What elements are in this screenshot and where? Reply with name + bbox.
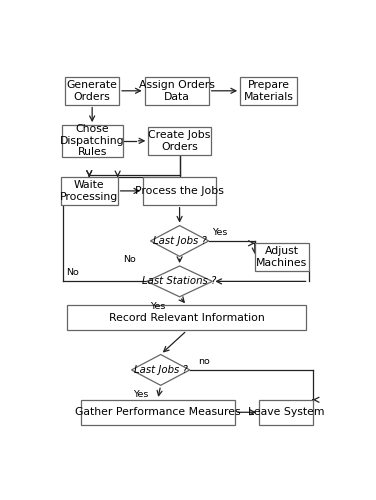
FancyBboxPatch shape [145, 77, 209, 104]
FancyBboxPatch shape [255, 244, 309, 271]
Polygon shape [147, 266, 212, 297]
Text: No: No [123, 255, 135, 264]
FancyBboxPatch shape [62, 125, 123, 156]
Text: Yes: Yes [150, 302, 166, 311]
Text: Record Relevant Information: Record Relevant Information [109, 313, 265, 323]
Text: Gather Performance Measures: Gather Performance Measures [75, 408, 241, 418]
Polygon shape [132, 354, 190, 386]
FancyBboxPatch shape [61, 177, 118, 205]
Text: Chose
Dispatching
Rules: Chose Dispatching Rules [60, 124, 124, 158]
Text: Leave System: Leave System [248, 408, 324, 418]
Text: No: No [66, 268, 79, 278]
Text: Assign Orders
Data: Assign Orders Data [139, 80, 215, 102]
Text: Last Stations ?: Last Stations ? [143, 276, 217, 286]
FancyBboxPatch shape [65, 77, 119, 104]
Text: Process the Jobs: Process the Jobs [135, 186, 224, 196]
Text: Adjust
Machines: Adjust Machines [256, 246, 307, 268]
Text: Prepare
Materials: Prepare Materials [244, 80, 293, 102]
Text: Create Jobs
Orders: Create Jobs Orders [149, 130, 211, 152]
FancyBboxPatch shape [240, 77, 297, 104]
FancyBboxPatch shape [67, 306, 306, 330]
Text: Last Jobs ?: Last Jobs ? [153, 236, 206, 246]
Text: Generate
Orders: Generate Orders [67, 80, 118, 102]
Text: Waite
Processing: Waite Processing [60, 180, 118, 202]
FancyBboxPatch shape [143, 177, 216, 205]
FancyBboxPatch shape [259, 400, 313, 425]
FancyBboxPatch shape [80, 400, 235, 425]
FancyBboxPatch shape [148, 127, 211, 154]
Text: Last Jobs ?: Last Jobs ? [134, 365, 188, 375]
Polygon shape [150, 226, 209, 256]
Text: no: no [199, 357, 210, 366]
Text: Yes: Yes [133, 390, 149, 400]
Text: Yes: Yes [212, 228, 227, 237]
